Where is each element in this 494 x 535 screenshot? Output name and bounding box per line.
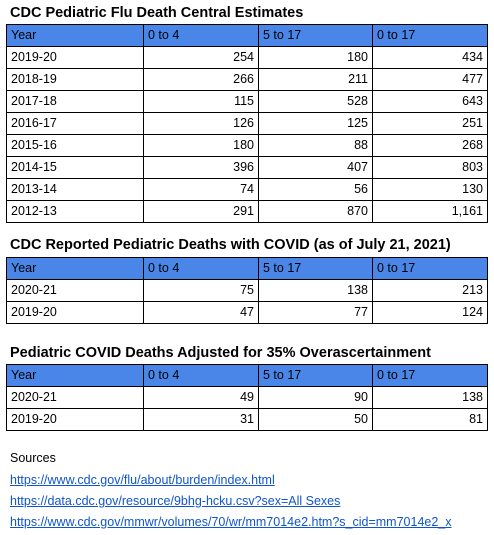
column-header: 0 to 17: [372, 364, 488, 387]
value-cell: 477: [372, 68, 488, 91]
value-cell: 396: [143, 156, 259, 179]
year-cell: 2019-20: [6, 301, 144, 324]
value-cell: 81: [372, 408, 488, 431]
value-cell: 90: [258, 386, 373, 409]
value-cell: 870: [258, 200, 373, 223]
value-cell: 803: [372, 156, 488, 179]
column-header: 5 to 17: [258, 364, 373, 387]
column-header: 0 to 4: [143, 364, 259, 387]
value-cell: 126: [143, 112, 259, 135]
table-row: 2012-13 291 870 1,161: [6, 200, 488, 223]
table-row: 2020-21 75 138 213: [6, 279, 488, 302]
value-cell: 115: [143, 90, 259, 113]
value-cell: 130: [372, 178, 488, 201]
column-header: Year: [6, 364, 144, 387]
year-cell: 2020-21: [6, 279, 144, 302]
value-cell: 88: [258, 134, 373, 157]
column-header: Year: [6, 24, 144, 47]
value-cell: 138: [372, 386, 488, 409]
column-header: 5 to 17: [258, 24, 373, 47]
value-cell: 211: [258, 68, 373, 91]
value-cell: 125: [258, 112, 373, 135]
column-header: 5 to 17: [258, 257, 373, 280]
table-row: 2018-19 266 211 477: [6, 68, 488, 91]
table-row: 2017-18 115 528 643: [6, 90, 488, 113]
value-cell: 180: [258, 46, 373, 69]
value-cell: 407: [258, 156, 373, 179]
value-cell: 50: [258, 408, 373, 431]
value-cell: 434: [372, 46, 488, 69]
value-cell: 268: [372, 134, 488, 157]
table-row: 2019-20 254 180 434: [6, 46, 488, 69]
value-cell: 266: [143, 68, 259, 91]
table-row: 2019-20 47 77 124: [6, 301, 488, 324]
value-cell: 77: [258, 301, 373, 324]
value-cell: 254: [143, 46, 259, 69]
year-cell: 2015-16: [6, 134, 144, 157]
value-cell: 138: [258, 279, 373, 302]
value-cell: 75: [143, 279, 259, 302]
value-cell: 74: [143, 178, 259, 201]
year-cell: 2013-14: [6, 178, 144, 201]
column-header: Year: [6, 257, 144, 280]
value-cell: 643: [372, 90, 488, 113]
value-cell: 213: [372, 279, 488, 302]
year-cell: 2020-21: [6, 386, 144, 409]
flu-table-title: CDC Pediatric Flu Death Central Estimate…: [10, 5, 304, 21]
year-cell: 2019-20: [6, 408, 144, 431]
year-cell: 2019-20: [6, 46, 144, 69]
sources-label: Sources: [10, 451, 56, 465]
column-header: 0 to 17: [372, 24, 488, 47]
source-link-flu-burden[interactable]: https://www.cdc.gov/flu/about/burden/ind…: [10, 473, 275, 487]
value-cell: 1,161: [372, 200, 488, 223]
value-cell: 31: [143, 408, 259, 431]
table-row: 2020-21 49 90 138: [6, 386, 488, 409]
covid-table-title: CDC Reported Pediatric Deaths with COVID…: [10, 237, 451, 253]
year-cell: 2018-19: [6, 68, 144, 91]
year-cell: 2014-15: [6, 156, 144, 179]
column-header: 0 to 17: [372, 257, 488, 280]
source-link-mmwr[interactable]: https://www.cdc.gov/mmwr/volumes/70/wr/m…: [10, 515, 452, 529]
table-row: 2019-20 31 50 81: [6, 408, 488, 431]
value-cell: 124: [372, 301, 488, 324]
value-cell: 291: [143, 200, 259, 223]
adjusted-table-title: Pediatric COVID Deaths Adjusted for 35% …: [10, 345, 431, 361]
value-cell: 251: [372, 112, 488, 135]
table-row: 2016-17 126 125 251: [6, 112, 488, 135]
year-cell: 2012-13: [6, 200, 144, 223]
value-cell: 180: [143, 134, 259, 157]
value-cell: 47: [143, 301, 259, 324]
source-link-cdc-data[interactable]: https://data.cdc.gov/resource/9bhg-hcku.…: [10, 494, 341, 508]
value-cell: 528: [258, 90, 373, 113]
value-cell: 56: [258, 178, 373, 201]
value-cell: 49: [143, 386, 259, 409]
column-header: 0 to 4: [143, 257, 259, 280]
table-row: 2015-16 180 88 268: [6, 134, 488, 157]
column-header: 0 to 4: [143, 24, 259, 47]
table-row: 2013-14 74 56 130: [6, 178, 488, 201]
year-cell: 2017-18: [6, 90, 144, 113]
year-cell: 2016-17: [6, 112, 144, 135]
table-row: 2014-15 396 407 803: [6, 156, 488, 179]
